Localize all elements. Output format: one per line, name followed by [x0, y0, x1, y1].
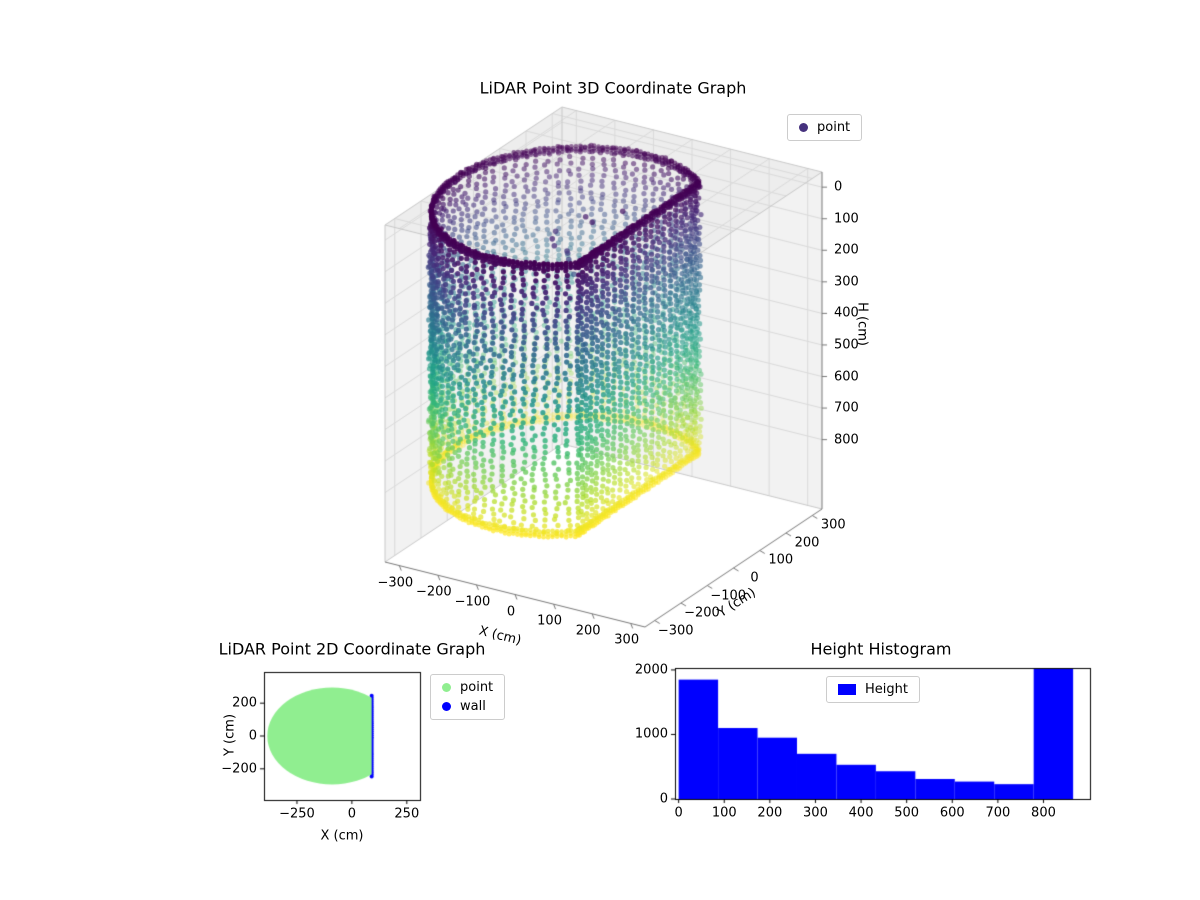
tick-label: 200 — [232, 695, 257, 711]
tick-label: 0 — [674, 805, 683, 821]
tick-label: 500 — [834, 337, 859, 353]
tick-label: −200 — [684, 605, 720, 621]
plot2d-yaxis-label: Y (cm) — [222, 713, 238, 757]
hist-title: Height Histogram — [810, 639, 952, 659]
tick-label: 300 — [614, 632, 640, 648]
legend-entry-wall: wall — [442, 699, 493, 714]
tick-label: 100 — [834, 211, 859, 227]
tick-label: 100 — [711, 805, 737, 821]
plot3d-zaxis-label: H (cm) — [854, 302, 870, 346]
height-marker-icon — [838, 684, 856, 695]
plot2d-xaxis-label: X (cm) — [320, 828, 364, 844]
tick-label: 200 — [834, 242, 859, 258]
legend-label: Height — [865, 682, 908, 697]
legend-entry-point: point — [799, 120, 850, 135]
tick-label: 200 — [757, 805, 783, 821]
tick-label: −200 — [416, 584, 452, 600]
tick-label: 300 — [820, 517, 846, 533]
tick-label: −100 — [710, 588, 747, 603]
tick-label: 800 — [834, 432, 859, 448]
tick-label: −300 — [377, 575, 414, 591]
legend-entry-point: point — [442, 680, 493, 695]
tick-label: 700 — [834, 400, 859, 416]
plot3d-legend: point — [787, 114, 863, 141]
tick-label: 0 — [347, 806, 357, 822]
legend-label: wall — [460, 699, 486, 714]
tick-label: 600 — [834, 369, 859, 384]
tick-label: 0 — [248, 728, 257, 744]
tick-label: 400 — [834, 305, 859, 321]
tick-label: −200 — [221, 761, 257, 777]
plot3d-title: LiDAR Point 3D Coordinate Graph — [479, 78, 747, 98]
legend-entry-height: Height — [838, 682, 908, 697]
tick-label: 300 — [803, 805, 828, 821]
tick-label: 100 — [768, 552, 794, 568]
tick-label: 0 — [506, 604, 516, 619]
tick-label: 0 — [659, 791, 668, 807]
tick-label: 300 — [834, 274, 859, 290]
legend-label: point — [817, 120, 851, 135]
tick-label: 250 — [394, 806, 420, 822]
point-marker-icon — [442, 683, 451, 692]
tick-label: 500 — [894, 805, 920, 821]
tick-label: 600 — [939, 805, 965, 821]
tick-label: −100 — [454, 594, 491, 610]
plot2d-title: LiDAR Point 2D Coordinate Graph — [218, 639, 486, 659]
tick-label: 100 — [537, 613, 562, 629]
tick-label: 200 — [575, 623, 601, 639]
tick-label: 2000 — [634, 662, 668, 678]
tick-label: −250 — [279, 806, 315, 822]
tick-label: 400 — [848, 805, 874, 821]
hist-legend: Height — [826, 676, 920, 703]
tick-label: 700 — [985, 805, 1011, 821]
tick-label: 1000 — [634, 726, 668, 742]
tick-label: 800 — [1031, 805, 1056, 821]
tick-label: 200 — [794, 535, 820, 551]
tick-label: 0 — [834, 179, 843, 195]
wall-marker-icon — [442, 702, 451, 711]
tick-label: 0 — [750, 570, 759, 586]
legend-label: point — [460, 680, 494, 695]
plot2d-legend: point wall — [430, 674, 506, 720]
point-marker-icon — [799, 123, 808, 132]
tick-label: −300 — [657, 623, 694, 638]
